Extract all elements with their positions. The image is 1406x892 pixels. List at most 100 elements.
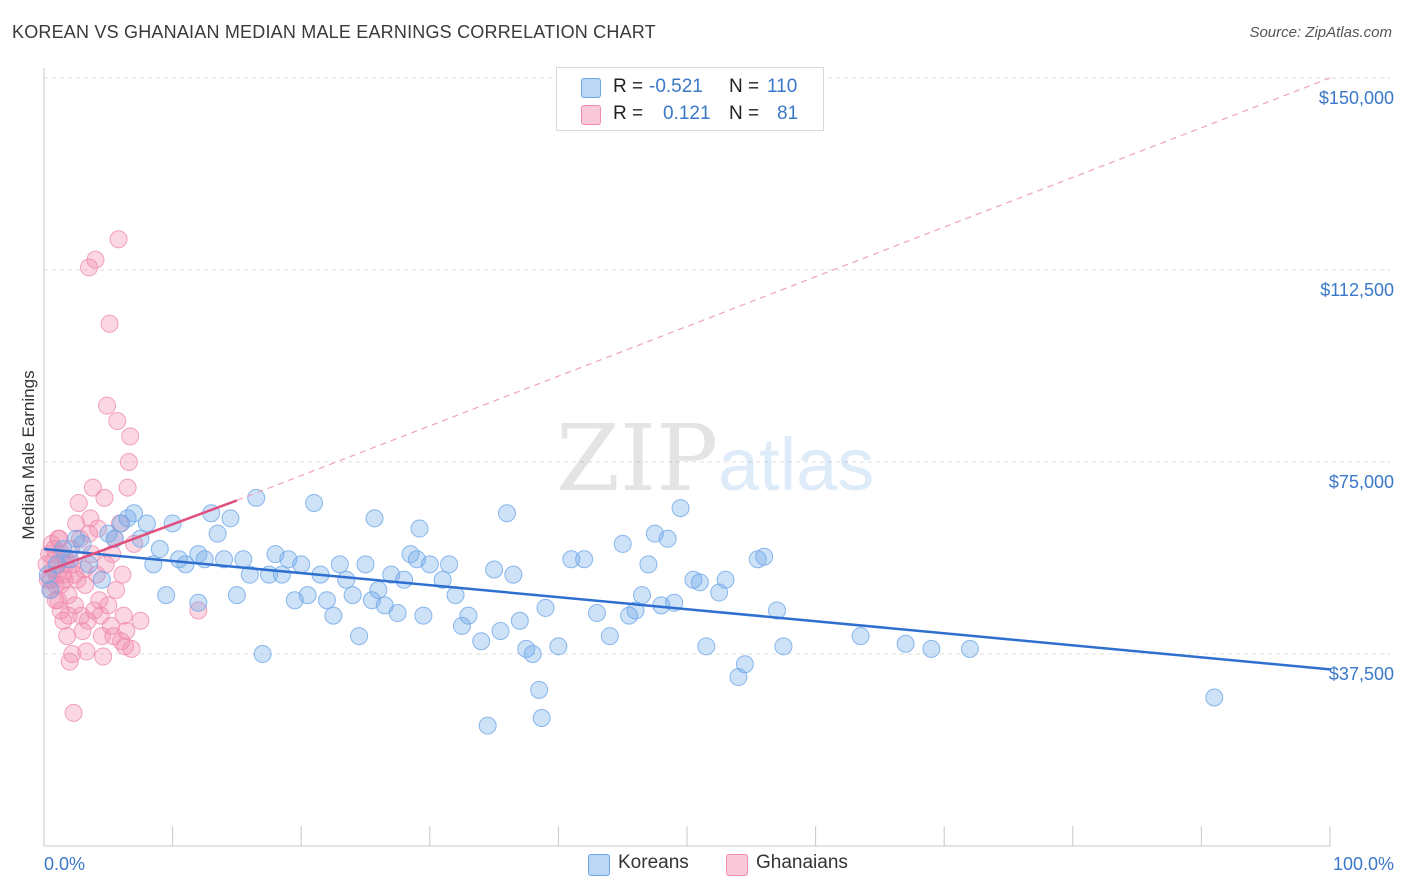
x-tick-label-min: 0.0% [44,854,85,874]
korean-point [587,604,606,623]
korean-point [639,555,658,574]
korean-point [755,547,774,566]
chart-title: KOREAN VS GHANAIAN MEDIAN MALE EARNINGS … [12,22,656,42]
ghanaian-point [90,591,109,610]
korean-point [395,570,414,589]
korean-point [452,616,471,635]
korean-point [356,555,375,574]
korean-point [330,555,349,574]
ghanaian-point [54,611,73,630]
korean-point [420,555,439,574]
legend-n-label: N = [729,76,760,97]
legend-r-value: 0.121 [663,103,711,124]
korean-point [253,645,272,663]
ghanaian-point [80,258,99,277]
korean-point [234,550,253,569]
korean-point [150,540,169,559]
korean-point [774,637,793,656]
x-tick-label-max: 100.0% [1333,854,1394,874]
y-tick-labels: $150,000 $112,500 $75,000 $37,500 [1319,88,1394,684]
ghanaian-point [65,596,84,615]
ghanaians-points [37,230,208,722]
korean-point [350,627,369,646]
koreans-trend-line [43,547,1331,671]
watermark-atlas: atlas [718,423,874,506]
ghanaian-point [117,621,136,640]
legend-n-value: 110 [767,76,798,97]
y-tick-label: $112,500 [1320,280,1394,300]
korean-point [613,534,632,553]
legend-n-value: 81 [777,103,799,124]
korean-point [317,591,336,610]
korean-point [221,509,240,528]
ghanaian-point [121,427,140,446]
y-axis-title: Median Male Earnings [19,370,38,539]
korean-point [215,550,234,569]
korean-point [73,534,92,553]
korean-point [504,565,523,584]
ghanaian-point [86,250,105,269]
korean-point [697,637,716,656]
korean-point [671,499,690,518]
ghanaian-point [113,565,132,584]
ghanaian-point [98,396,117,415]
ghanaian-point [89,519,108,538]
ghanaian-point [114,606,133,625]
korean-point [240,565,259,584]
korean-point [298,586,317,605]
x-axis-ticks [172,826,1331,846]
ghanaian-point [59,606,78,625]
ghanaian-point [119,453,138,471]
ghanaians-trend-line [43,499,238,574]
korean-point [472,632,491,651]
korean-point [365,509,384,528]
korean-point [157,586,176,605]
korean-point [549,637,568,656]
ghanaian-point [99,596,118,615]
ghanaian-point [109,230,128,249]
korean-point [208,524,227,543]
ghanaian-point [63,645,82,663]
ghanaian-point [94,647,113,666]
legend-swatch-koreans [581,78,601,98]
korean-point [440,555,459,574]
korean-point [125,504,144,523]
y-tick-label: $150,000 [1319,88,1394,108]
korean-point [305,493,324,512]
ghanaian-point [64,703,83,722]
watermark: ZIP atlas [556,405,874,512]
korean-point [536,598,555,617]
ghanaian-point [95,488,114,507]
korean-point [497,504,516,523]
ghanaian-point [69,493,88,512]
y-tick-label: $75,000 [1329,472,1394,492]
ghanaian-point [77,642,96,661]
ghanaian-point [71,529,90,548]
korean-point [960,639,979,658]
ghanaian-point [83,478,102,497]
ghanaian-point [87,565,106,584]
ghanaians-trend-extension [236,77,1331,501]
korean-point [851,627,870,646]
legend-r-label: R = [613,76,644,97]
korean-point [176,555,195,574]
korean-point [369,581,388,599]
korean-point [575,550,594,569]
koreans-label: Koreans [618,852,689,873]
ghanaian-point [131,611,150,630]
legend-row-koreans: R = -0.521 N = 110 [557,73,823,101]
ghanaian-point [73,621,92,640]
korean-point [626,601,645,620]
korean-point [658,529,677,548]
ghanaian-point [67,514,86,533]
korean-point [292,555,311,574]
korean-point [324,606,343,625]
legend-row-ghanaians: R = 0.121 N = 81 [557,100,823,128]
korean-point [227,586,246,605]
source-note: Source: ZipAtlas.com [1249,24,1392,41]
korean-point [532,709,551,727]
ghanaian-point [81,509,100,528]
ghanaian-point [49,529,68,548]
korean-point [562,550,581,569]
